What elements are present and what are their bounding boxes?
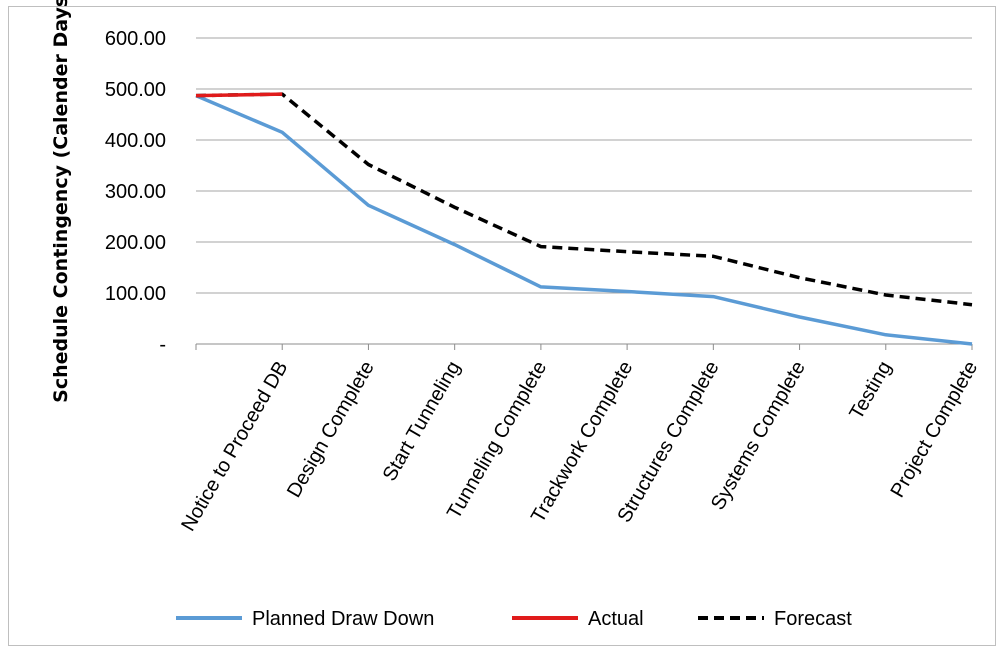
legend-label: Actual <box>588 608 644 630</box>
y-tick-label: 500.00 <box>105 79 166 101</box>
y-tick-label: 600.00 <box>105 28 166 50</box>
x-tick-label: Testing <box>845 358 896 424</box>
series-lines <box>195 92 973 346</box>
y-axis-title: Schedule Contingency (Calender Days) <box>50 0 72 403</box>
y-tick-label: 300.00 <box>105 181 166 203</box>
series-line-forecast <box>195 92 973 307</box>
x-tick-label: Notice to Proceed DB <box>177 358 292 536</box>
y-tick-label: - <box>159 334 166 356</box>
y-tick-label: 400.00 <box>105 130 166 152</box>
y-axis-ticks: - 100.00 200.00 300.00 400.00 500.00 600.00 <box>105 28 166 356</box>
legend-label: Planned Draw Down <box>252 608 434 630</box>
x-tick-label: Systems Complete <box>707 358 810 514</box>
y-tick-label: 200.00 <box>105 232 166 254</box>
x-tick-label: Start Tunneling <box>379 358 465 486</box>
gridlines <box>196 37 972 294</box>
series-line-planned-draw-down <box>195 93 973 346</box>
legend-label: Forecast <box>774 608 852 630</box>
legend: Planned Draw Down Actual Forecast <box>176 608 852 630</box>
x-tick-label: Tunneling Complete <box>443 358 551 523</box>
x-axis <box>195 343 973 350</box>
y-tick-label: 100.00 <box>105 283 166 305</box>
x-tick-label: Design Complete <box>283 358 379 502</box>
chart-frame <box>8 6 996 646</box>
x-tick-label: Project Complete <box>887 358 983 502</box>
series-line-actual <box>195 92 283 98</box>
